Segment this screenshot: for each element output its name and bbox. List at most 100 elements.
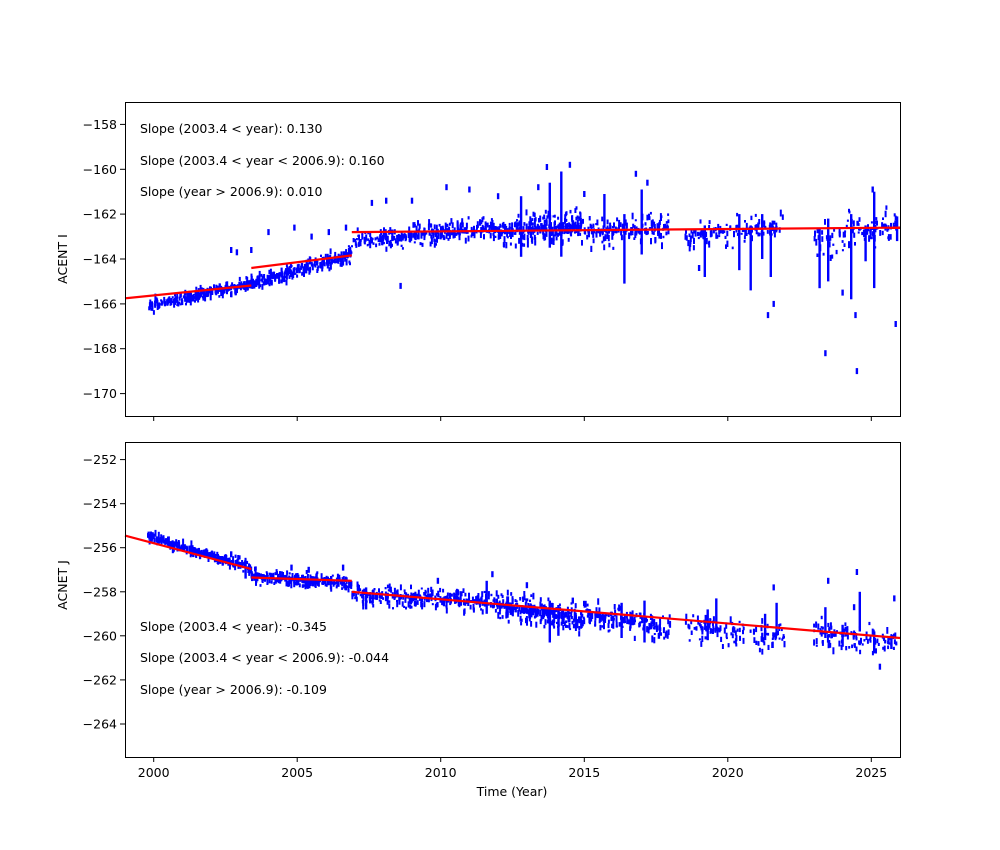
data-point bbox=[232, 556, 235, 563]
data-point bbox=[624, 219, 627, 225]
data-point bbox=[570, 616, 573, 620]
data-point bbox=[479, 232, 482, 238]
data-point bbox=[250, 275, 253, 282]
data-point bbox=[526, 242, 529, 248]
x-tick-label: 2000 bbox=[138, 765, 170, 780]
data-point bbox=[855, 633, 858, 639]
data-point bbox=[388, 583, 391, 589]
data-point bbox=[502, 599, 505, 605]
data-point bbox=[554, 614, 557, 619]
data-point bbox=[668, 614, 671, 620]
data-point bbox=[725, 244, 727, 249]
data-point bbox=[601, 216, 604, 222]
data-point bbox=[725, 223, 728, 226]
data-point bbox=[303, 584, 306, 587]
y-tick-label: −262 bbox=[83, 672, 117, 687]
data-point bbox=[607, 614, 610, 618]
data-point bbox=[410, 605, 413, 609]
data-point bbox=[855, 646, 858, 652]
data-point bbox=[735, 224, 738, 230]
data-point bbox=[547, 597, 550, 602]
y-tick-label: −264 bbox=[83, 717, 117, 732]
data-point bbox=[234, 560, 237, 566]
data-point bbox=[563, 621, 566, 626]
data-point bbox=[200, 551, 203, 554]
data-point bbox=[435, 243, 437, 246]
data-point bbox=[387, 589, 390, 592]
data-point bbox=[469, 604, 472, 610]
data-point bbox=[587, 226, 590, 230]
data-point bbox=[658, 630, 661, 634]
data-point bbox=[652, 232, 655, 235]
data-point bbox=[374, 237, 377, 241]
data-point bbox=[150, 307, 153, 311]
data-point bbox=[430, 237, 433, 245]
data-point bbox=[357, 592, 360, 595]
data-point bbox=[571, 223, 574, 229]
data-point bbox=[886, 227, 889, 232]
data-point bbox=[397, 233, 400, 240]
data-point bbox=[415, 597, 418, 601]
data-point bbox=[467, 235, 470, 242]
data-point bbox=[297, 580, 300, 586]
data-point bbox=[887, 236, 890, 240]
data-point bbox=[315, 263, 318, 266]
data-point bbox=[446, 223, 449, 228]
data-point bbox=[228, 563, 231, 570]
data-point bbox=[287, 267, 290, 271]
data-point bbox=[634, 232, 637, 239]
data-point bbox=[640, 621, 643, 624]
data-point bbox=[492, 222, 495, 229]
data-point bbox=[470, 234, 473, 238]
data-point bbox=[813, 236, 816, 242]
data-point bbox=[558, 231, 561, 236]
data-point bbox=[701, 635, 704, 642]
data-point bbox=[743, 240, 746, 243]
y-tick-label: −258 bbox=[83, 584, 117, 599]
y-tick-label: −260 bbox=[83, 628, 117, 643]
data-point bbox=[407, 601, 410, 608]
data-point bbox=[589, 612, 592, 617]
data-point bbox=[581, 620, 584, 627]
data-point bbox=[459, 593, 462, 600]
data-point bbox=[348, 260, 351, 264]
data-point bbox=[439, 587, 442, 593]
data-point bbox=[225, 554, 228, 560]
data-point bbox=[857, 223, 860, 226]
data-point bbox=[451, 222, 454, 229]
data-point bbox=[633, 225, 636, 230]
data-point bbox=[176, 292, 179, 299]
data-point bbox=[177, 545, 180, 549]
data-point bbox=[453, 232, 456, 238]
data-point bbox=[858, 640, 861, 645]
data-point bbox=[598, 607, 601, 613]
data-point-outlier bbox=[568, 161, 572, 168]
data-point bbox=[154, 301, 157, 308]
data-point bbox=[345, 249, 348, 255]
data-point bbox=[180, 544, 183, 549]
data-point bbox=[366, 592, 369, 599]
data-point bbox=[355, 596, 358, 602]
data-point bbox=[328, 256, 331, 264]
data-point bbox=[151, 532, 154, 538]
data-point bbox=[553, 625, 556, 629]
data-point bbox=[247, 280, 250, 285]
data-point bbox=[317, 265, 320, 269]
data-point bbox=[564, 611, 567, 618]
data-point bbox=[150, 535, 153, 541]
data-point bbox=[248, 571, 251, 576]
data-point bbox=[565, 611, 568, 618]
data-point bbox=[816, 229, 819, 234]
data-point bbox=[507, 596, 510, 601]
data-point bbox=[357, 234, 360, 237]
data-point bbox=[580, 220, 583, 226]
data-point bbox=[525, 616, 528, 620]
data-point bbox=[718, 228, 721, 235]
data-point bbox=[492, 234, 495, 242]
data-point bbox=[870, 236, 873, 240]
data-point bbox=[161, 538, 164, 543]
data-point-outlier bbox=[854, 312, 857, 319]
data-point bbox=[509, 610, 512, 615]
data-point bbox=[868, 621, 871, 626]
data-point bbox=[288, 265, 291, 271]
